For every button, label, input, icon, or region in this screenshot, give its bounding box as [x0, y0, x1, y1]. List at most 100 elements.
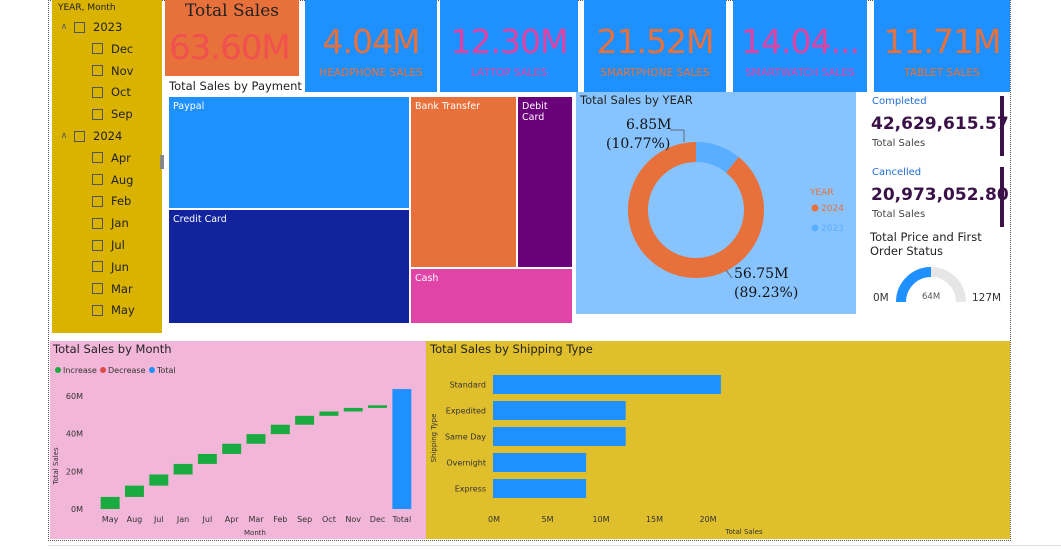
donut-slice-2024[interactable]: [628, 142, 764, 278]
month-ytick: 60M: [66, 392, 83, 401]
cancelled-card: Cancelled 20,973,052.80 Total Sales: [866, 167, 1009, 227]
slicer-month-dec[interactable]: Dec: [92, 41, 133, 57]
donut-slice-2023[interactable]: [696, 142, 739, 173]
smartwatch-sales-value: 14.04...: [741, 22, 860, 61]
tile-credit-card[interactable]: Credit Card: [169, 210, 409, 323]
month-ytick: 0M: [71, 505, 83, 514]
month-bar-apr[interactable]: [222, 443, 242, 454]
slicer-item-label: Jul: [111, 238, 125, 252]
ship-bar-expedited[interactable]: [493, 401, 626, 420]
month-bar-oct[interactable]: [319, 411, 339, 416]
slicer-checkbox[interactable]: [92, 239, 103, 251]
slicer-checkbox[interactable]: [92, 108, 103, 120]
month-bar-aug[interactable]: [124, 485, 144, 497]
month-bar-sep[interactable]: [295, 415, 315, 425]
slicer-checkbox[interactable]: [92, 174, 103, 186]
ship-bar-express[interactable]: [493, 479, 587, 498]
ship-category-label: Overnight: [446, 459, 486, 468]
sales-by-month-chart: Total Sales by Month Increase Decrease T…: [50, 341, 426, 539]
sales-by-year-chart: Total Sales by YEAR 6.85M (10.77%) 56.75…: [576, 92, 856, 314]
collapse-chevron-icon[interactable]: ∧: [60, 131, 68, 141]
slicer-month-sep[interactable]: Sep: [92, 106, 133, 122]
collapse-chevron-icon[interactable]: ∧: [60, 22, 68, 32]
month-bar-dec[interactable]: [368, 405, 388, 408]
slicer-scrollbar[interactable]: [160, 155, 164, 169]
month-xticks: May Aug Jul Jan Jul Apr Mar Feb Sep Oct Nov Dec Tota…: [102, 515, 411, 524]
completed-value: 42,629,615.57: [871, 114, 1009, 134]
month-bar-jul[interactable]: [197, 453, 217, 464]
slicer-month-feb[interactable]: Feb: [92, 193, 131, 209]
tile-debit-card[interactable]: Debit Card: [518, 97, 572, 267]
tile-cash[interactable]: Cash: [411, 269, 572, 323]
tile-paypal[interactable]: Paypal: [169, 97, 409, 208]
legend-total-label[interactable]: Total: [156, 366, 176, 375]
cancelled-sub: Total Sales: [872, 209, 926, 220]
slicer-checkbox[interactable]: [92, 283, 103, 295]
slicer-checkbox[interactable]: [92, 65, 103, 77]
ship-xtick: 5M: [542, 515, 554, 524]
donut-title: Total Sales by YEAR: [579, 93, 693, 107]
gauge-value: 64M: [922, 292, 940, 302]
cancelled-accent-bar: [1000, 167, 1004, 227]
slicer-month-oct[interactable]: Oct: [92, 84, 131, 100]
slicer-month-jan[interactable]: Jan: [92, 215, 129, 231]
ship-bar-overnight[interactable]: [493, 453, 587, 472]
slicer-checkbox[interactable]: [74, 130, 85, 142]
month-bar-total[interactable]: [392, 389, 412, 509]
month-bar-jul[interactable]: [149, 474, 169, 486]
slicer-checkbox[interactable]: [74, 21, 85, 33]
slicer-checkbox[interactable]: [92, 43, 103, 55]
slicer-checkbox[interactable]: [92, 304, 103, 316]
ship-xtick: 10M: [592, 515, 609, 524]
month-xtick: Aug: [127, 515, 143, 524]
month-bar-feb[interactable]: [270, 424, 290, 435]
ship-bars: [493, 375, 721, 498]
slicer-item-label: Mar: [111, 281, 133, 296]
ship-category-label: Express: [455, 485, 486, 494]
month-bar-may[interactable]: [100, 496, 120, 509]
ship-xtick: 0M: [488, 515, 500, 524]
slicer-month-may[interactable]: May: [92, 302, 135, 318]
month-bar-nov[interactable]: [343, 407, 363, 412]
slicer-item-label: 2023: [93, 20, 123, 34]
legend-2023-label[interactable]: 2023: [821, 224, 844, 234]
slicer-month-jul[interactable]: Jul: [92, 237, 125, 253]
cancelled-value: 20,973,052.80: [871, 185, 1009, 205]
slicer-year-2024[interactable]: ∧ 2024: [58, 128, 123, 144]
tile-credit-card-label: Credit Card: [173, 214, 227, 225]
donut-svg: Total Sales by YEAR 6.85M (10.77%) 56.75…: [579, 93, 844, 301]
slicer-month-apr[interactable]: Apr: [92, 150, 131, 166]
label-2023-pct: (10.77%): [606, 136, 670, 152]
slicer-item-label: Oct: [111, 85, 131, 100]
headphone-sales-value: 4.04M: [322, 22, 421, 61]
ship-bar-same-day[interactable]: [493, 427, 626, 446]
slicer-item-label: Apr: [111, 150, 131, 165]
year-month-slicer[interactable]: YEAR, Month ∧ 2023 Dec Nov Oct Sep ∧ 2024 Apr Aug…: [52, 0, 162, 333]
slicer-month-jun[interactable]: Jun: [92, 259, 129, 275]
slicer-month-nov[interactable]: Nov: [92, 63, 133, 79]
label-2024-pct: (89.23%): [734, 285, 798, 301]
ship-bar-standard[interactable]: [493, 375, 721, 394]
tile-paypal-label: Paypal: [173, 101, 205, 112]
slicer-checkbox[interactable]: [92, 195, 103, 207]
month-ytick: 20M: [66, 467, 83, 476]
slicer-year-2023[interactable]: ∧ 2023: [58, 19, 123, 35]
slicer-month-aug[interactable]: Aug: [92, 172, 133, 188]
legend-2024-label[interactable]: 2024: [821, 204, 844, 214]
slicer-checkbox[interactable]: [92, 261, 103, 273]
sales-by-shipping-chart: Total Sales by Shipping Type Shipping Ty…: [426, 341, 1010, 539]
tile-bank-transfer[interactable]: Bank Transfer: [411, 97, 516, 267]
legend-2023-marker: [811, 224, 819, 232]
slicer-checkbox[interactable]: [92, 217, 103, 229]
slicer-item-label: Dec: [111, 41, 134, 56]
slicer-checkbox[interactable]: [92, 86, 103, 98]
legend-increase-label[interactable]: Increase: [63, 366, 97, 375]
month-bar-mar[interactable]: [246, 434, 266, 444]
ship-ylabel: Shipping Type: [430, 414, 438, 463]
month-xtick: Feb: [273, 515, 287, 524]
slicer-month-mar[interactable]: Mar: [92, 281, 133, 297]
slicer-checkbox[interactable]: [92, 152, 103, 164]
month-bar-jan[interactable]: [173, 463, 193, 475]
legend-decrease-label[interactable]: Decrease: [108, 366, 146, 375]
month-chart-title: Total Sales by Month: [52, 342, 172, 356]
